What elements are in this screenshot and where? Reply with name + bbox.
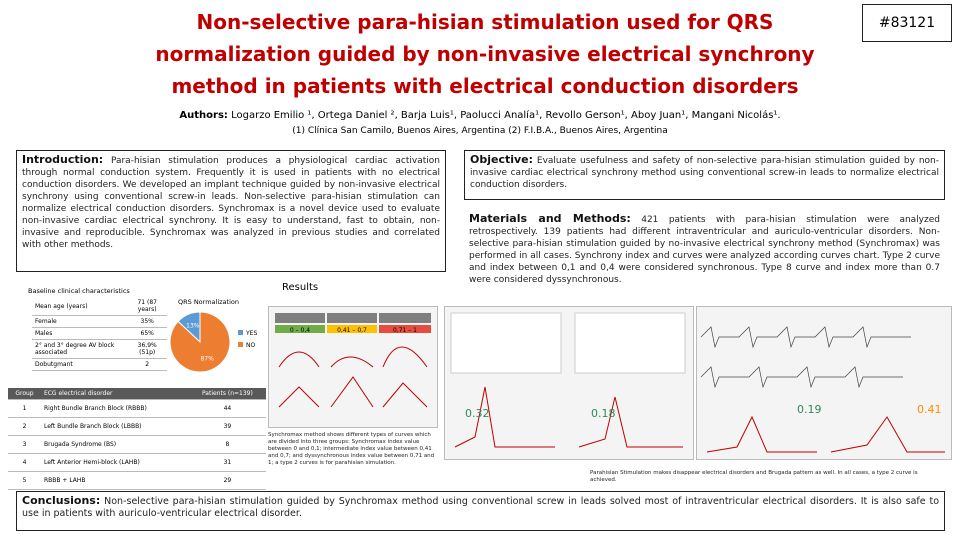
legend-label: NO	[246, 342, 255, 349]
header-cell: Group	[8, 388, 41, 400]
introduction-box: Introduction: Para-hisian stimulation pr…	[16, 150, 446, 272]
pie-chart: 13% YES 87% NO	[169, 311, 257, 373]
figure-1: 0 – 0,4 0,41 – 0,7 0,71 – 1	[268, 306, 438, 428]
table-cell: 35%	[127, 315, 167, 328]
range-cell	[327, 325, 377, 333]
range-cell	[275, 325, 325, 333]
results-title: Results	[282, 282, 319, 293]
pie-slice	[169, 311, 231, 373]
legend-swatch	[238, 342, 243, 347]
range-label: 0,41 – 0,7	[337, 327, 367, 334]
header-cell: ECG electrical disorder	[40, 388, 189, 400]
header-cell	[275, 313, 325, 323]
baseline-table: Mean age (years) 71 (87 years) Female 35% Ma…	[32, 297, 167, 371]
ecg	[700, 326, 911, 389]
affiliations: (1) Clínica San Camilo, Buenos Aires, Ar…	[292, 126, 668, 136]
range-cell	[379, 325, 431, 333]
index-value: 0.32	[465, 407, 490, 420]
range-label: 0,71 – 1	[393, 327, 417, 334]
table-cell: 2	[127, 358, 167, 371]
table-cell: Left Anterior Hemi-block (LAHB)	[40, 453, 189, 472]
header-cell	[379, 313, 431, 323]
baseline-title: Baseline clinical characteristics	[28, 287, 130, 295]
index-value: 0.41	[917, 403, 942, 416]
index-value: 0.19	[797, 403, 822, 416]
poster-id: #83121	[862, 4, 952, 42]
curves	[454, 386, 683, 448]
section-label: Introduction:	[22, 153, 104, 166]
table-cell: Dobutgmant	[32, 358, 128, 371]
table-row: 1 Right Bundle Branch Block (RBBB) 44	[8, 399, 266, 418]
pie-title: QRS Normalization	[178, 298, 239, 306]
section-label: Conclusions:	[22, 494, 101, 507]
header-cell	[327, 313, 377, 323]
figure-3: 0.19 0.41	[696, 306, 952, 460]
table-cell: 36,9% (51p)	[127, 339, 167, 359]
table-row: 4 Left Anterior Hemi-block (LAHB) 31	[8, 453, 266, 472]
groups-table: Group ECG electrical disorder Patients (n=…	[8, 388, 266, 490]
table-row: Dobutgmant 2	[32, 358, 167, 371]
table-cell: 71 (87 years)	[127, 297, 167, 316]
table-cell: 65%	[127, 327, 167, 340]
table-cell: 3	[8, 435, 41, 454]
table-cell: RBBB + LAHB	[40, 471, 189, 490]
objective-box: Objective: Evaluate usefulness and safet…	[464, 150, 945, 200]
authors-label: Authors:	[179, 110, 228, 121]
curves	[278, 346, 428, 408]
slice-label: 87%	[200, 356, 214, 363]
table-row: Males 65%	[32, 327, 167, 340]
header-cell: Patients (n=139)	[188, 388, 266, 400]
table-cell: 44	[188, 399, 266, 418]
figure-caption: Parahisian Stimulation makes disappear e…	[590, 470, 918, 483]
table-row: Female 35%	[32, 315, 167, 328]
range-label: 0 – 0,4	[290, 327, 310, 334]
methods-box: Materials and Methods: 421 patients with…	[464, 210, 945, 302]
table-cell: Brugada Syndrome (BS)	[40, 435, 189, 454]
table-row: 3 Brugada Syndrome (BS) 8	[8, 435, 266, 454]
table-header: Group ECG electrical disorder Patients (n=…	[8, 388, 266, 400]
table-cell: 39	[188, 417, 266, 436]
table-cell: 31	[188, 453, 266, 472]
table-cell: 4	[8, 453, 41, 472]
section-label: Objective:	[470, 153, 534, 166]
table-row: 2° and 3° degree AV block associated 36,9…	[32, 339, 167, 359]
panel	[574, 312, 686, 374]
conclusions-box: Conclusions: Non-selective para-hisian s…	[16, 491, 945, 531]
legend-label: YES	[245, 330, 257, 337]
curves	[706, 415, 945, 453]
section-text: 421 patients with para-hisian stimulatio…	[469, 215, 940, 285]
authors: Logarzo Emilio ¹, Ortega Daniel ², Barja…	[231, 110, 781, 121]
index-value: 0.18	[591, 407, 616, 420]
table-cell: Mean age (years)	[32, 297, 128, 316]
authors-line: Authors: Logarzo Emilio ¹, Ortega Daniel…	[0, 110, 960, 121]
table-cell: 2	[8, 417, 41, 436]
legend-swatch	[238, 330, 243, 335]
title: Non-selective para-hisian stimulation us…	[155, 10, 815, 98]
section-text: Non-selective para-hisian stimulation gu…	[22, 496, 940, 519]
panel	[450, 312, 562, 374]
figure-2: 0.32 0.18	[444, 306, 694, 460]
section-label: Materials and Methods:	[469, 212, 631, 225]
slice-label: 13%	[186, 322, 200, 329]
table-cell: 29	[188, 471, 266, 490]
table-cell: 2° and 3° degree AV block associated	[32, 339, 128, 359]
table-cell: Female	[32, 315, 128, 328]
table-cell: 5	[8, 471, 41, 490]
section-text: Para-hisian stimulation produces a physi…	[22, 156, 440, 250]
table-cell: Males	[32, 327, 128, 340]
figure-1-caption: Synchromax method shows different types …	[268, 432, 435, 466]
table-cell: 1	[8, 399, 41, 418]
table-row: Mean age (years) 71 (87 years)	[32, 297, 167, 316]
table-cell: 8	[188, 435, 266, 454]
table-cell: Left Bundle Branch Block (LBBB)	[40, 417, 189, 436]
table-row: 5 RBBB + LAHB 29	[8, 471, 266, 490]
table-cell: Right Bundle Branch Block (RBBB)	[40, 399, 189, 418]
section-text: Evaluate usefulness and safety of non-se…	[470, 156, 939, 190]
table-row: 2 Left Bundle Branch Block (LBBB) 39	[8, 417, 266, 436]
